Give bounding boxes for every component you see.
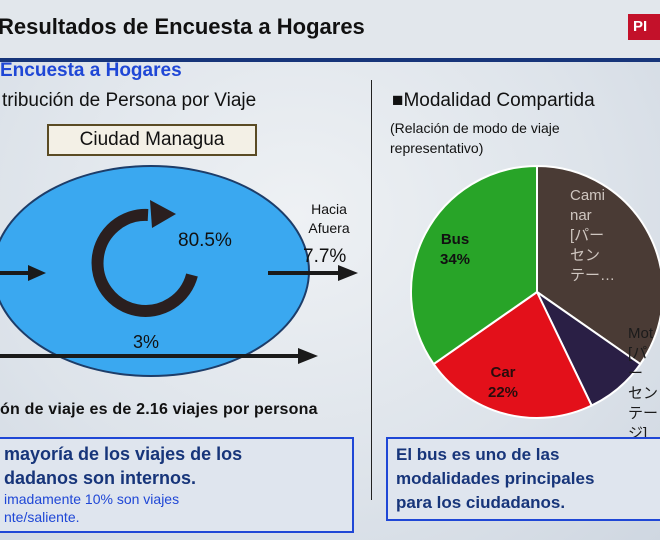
column-divider [371,80,372,500]
pie-label-car: Car 22% [488,364,519,401]
summary-left-line1: mayoría de los viajes de los [4,444,243,464]
internal-percent: 80.5% [178,230,232,251]
slide-title: Resultados de Encuesta a Hogares [0,14,365,39]
mode-share-note: (Relación de modo de viaje representativ… [390,120,560,156]
circular-arrow-icon [91,208,198,317]
title-band [0,0,660,62]
section-title: Encuesta a Hogares [0,60,182,81]
city-ellipse [0,165,310,377]
section-subtitle: tribución de Persona por Viaje [2,90,257,111]
pie-label-moto: Mot [パー セン テー ジ] [628,325,659,442]
mode-share-title: ■Modalidad Compartida [392,90,595,111]
summary-right-line2: modalidades principales [396,469,595,488]
through-arrowhead-icon [298,348,318,364]
pie-label-caminar: Cami nar [パー セン テー… [570,187,616,284]
summary-box-right: El bus es uno de las modalidades princip… [386,437,660,521]
city-box: Ciudad Managua [47,124,257,156]
pie-chart [410,164,660,419]
summary-left-line4: nte/saliente. [4,509,80,525]
summary-box-left: mayoría de los viajes de los dadanos son… [0,437,354,533]
pie-label-bus: Bus 34% [440,231,471,268]
logo: PI [628,14,660,40]
circular-arrow-head-icon [150,200,176,228]
summary-left-line2: dadanos son internos. [4,468,197,488]
trip-rate-text: ón de viaje es de 2.16 viajes por person… [0,401,318,418]
outbound-label: Hacia Afuera [308,201,350,236]
outbound-percent: 7.7% [303,246,347,267]
pie-slice-car [432,290,594,419]
pie-slice-bus [410,164,538,366]
inbound-arrowhead-icon [28,265,46,281]
through-percent: 3% [133,332,160,352]
pie-slice-caminar [536,164,660,366]
summary-right-line1: El bus es uno de las [396,445,560,464]
summary-left-line3: imadamente 10% son viajes [4,491,180,507]
summary-right-line3: para los ciudadanos. [396,493,566,512]
outbound-arrowhead-icon [338,265,358,281]
